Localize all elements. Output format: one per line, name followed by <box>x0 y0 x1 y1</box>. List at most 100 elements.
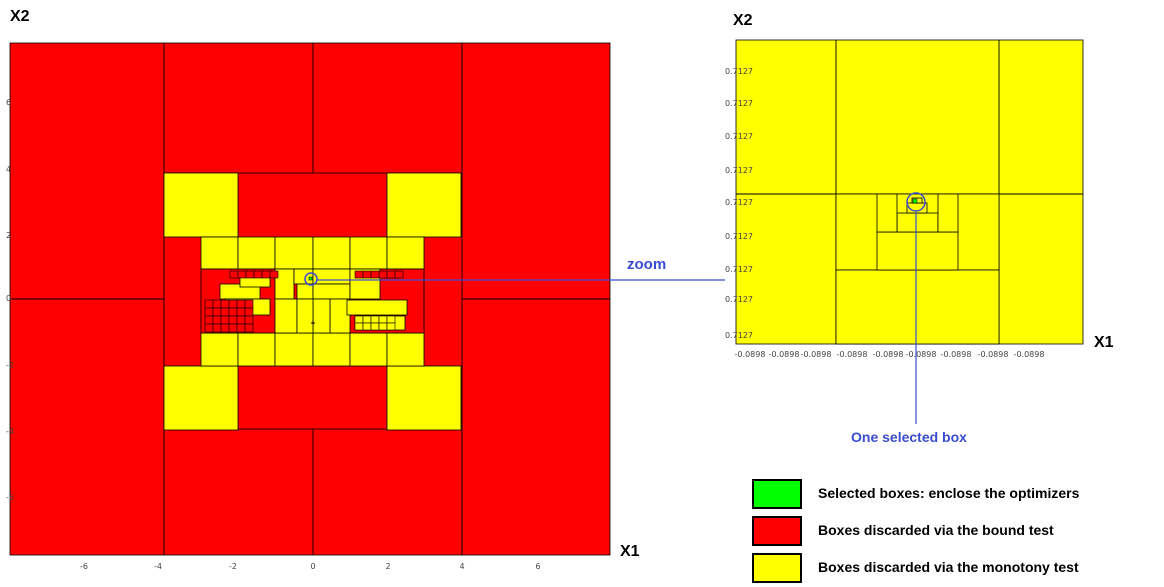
tick-label: 6 <box>6 98 12 107</box>
monotony-box <box>386 322 396 331</box>
bound-box <box>354 270 364 279</box>
tick-label: -0.0898 <box>734 350 766 359</box>
legend-label-monotony: Boxes discarded via the monotony test <box>818 559 1079 575</box>
legend-label-selected: Selected boxes: enclose the optimizers <box>818 485 1080 501</box>
legend-label-bound: Boxes discarded via the bound test <box>818 522 1054 538</box>
monotony-box <box>200 236 239 270</box>
tick-label: 4 <box>459 562 465 571</box>
monotony-box <box>312 298 331 334</box>
bound-box <box>236 307 246 317</box>
bound-box <box>212 299 222 309</box>
bound-box <box>236 299 246 309</box>
monotony-box <box>296 283 314 300</box>
bound-box <box>261 270 271 279</box>
bound-box <box>253 270 263 279</box>
bound-box <box>204 307 214 317</box>
legend-item-selected: Selected boxes: enclose the optimizers <box>752 479 1162 513</box>
bound-box <box>204 315 214 325</box>
tick-label: -0.0898 <box>836 350 868 359</box>
monotony-box <box>237 332 276 367</box>
monotony-box <box>386 315 396 324</box>
bound-box <box>212 307 222 317</box>
bound-box <box>370 270 380 279</box>
monotony-box <box>835 269 1000 345</box>
tick-label: 0.7127 <box>725 295 753 304</box>
tick-label: 0 <box>6 294 12 303</box>
monotony-box <box>378 315 388 324</box>
monotony-box <box>386 365 462 431</box>
legend-item-monotony: Boxes discarded via the monotony test <box>752 553 1162 587</box>
monotony-box <box>937 193 959 233</box>
tick-label: 0.7127 <box>725 99 753 108</box>
tick-label: -0.0898 <box>940 350 972 359</box>
zoom-y-axis-title: X2 <box>733 12 753 29</box>
tick-label: -6 <box>6 493 14 502</box>
zoom-label: zoom <box>627 256 667 273</box>
tick-label: 6 <box>535 562 541 571</box>
bound-box <box>236 315 246 325</box>
monotony-box <box>346 299 408 316</box>
bound-box <box>237 270 247 279</box>
bound-box <box>204 323 214 333</box>
bound-box <box>228 323 238 333</box>
tick-label: 0.7127 <box>725 132 753 141</box>
monotony-box <box>876 193 898 233</box>
bound-box <box>220 299 230 309</box>
tick-label: 2 <box>385 562 391 571</box>
main-x-axis-title: X1 <box>620 543 640 560</box>
bound-box <box>244 315 254 325</box>
monotony-box <box>312 268 351 285</box>
legend-item-bound: Boxes discarded via the bound test <box>752 516 1162 550</box>
monotony-box <box>349 236 388 270</box>
tick-label: -0.0898 <box>872 350 904 359</box>
monotony-box <box>239 276 271 288</box>
bound-box <box>269 270 279 279</box>
main-zoom-circle <box>304 272 318 286</box>
tick-label: 0.7127 <box>725 67 753 76</box>
selected-box <box>308 276 313 281</box>
tick-label: 0.7127 <box>725 232 753 241</box>
bound-box <box>386 270 396 279</box>
tick-label: -0.0898 <box>905 350 937 359</box>
monotony-box <box>293 268 314 285</box>
monotony-box <box>354 322 364 331</box>
legend-swatch-selected <box>752 479 802 509</box>
tick-label: 4 <box>6 165 12 174</box>
bound-box <box>229 270 239 279</box>
bound-box <box>245 270 255 279</box>
monotony-box <box>386 236 425 270</box>
tick-label: -0.0898 <box>768 350 800 359</box>
tick-label: 0.7127 <box>725 166 753 175</box>
selected-box-label: One selected box <box>851 429 967 445</box>
monotony-box <box>237 236 276 270</box>
monotony-box <box>370 315 380 324</box>
tick-label: -0.0898 <box>1013 350 1045 359</box>
monotony-box <box>296 298 314 334</box>
bound-box <box>244 307 254 317</box>
monotony-box <box>876 231 959 271</box>
bound-box <box>228 299 238 309</box>
tick-label: -0.0898 <box>977 350 1009 359</box>
tick-label: 0.7127 <box>725 265 753 274</box>
monotony-box <box>274 236 314 270</box>
tick-label: -2 <box>6 361 14 370</box>
bound-box <box>362 270 372 279</box>
bound-box <box>378 270 388 279</box>
tick-label: -0.0898 <box>800 350 832 359</box>
bound-box <box>244 299 254 309</box>
monotony-box <box>362 322 372 331</box>
tick-label: 0 <box>310 562 316 571</box>
zoom-selected-circle <box>906 192 926 212</box>
tick-label: -2 <box>229 562 237 571</box>
bound-box <box>244 323 254 333</box>
bound-box <box>212 315 222 325</box>
legend-swatch-monotony <box>752 553 802 583</box>
bound-box <box>212 323 222 333</box>
monotony-box <box>386 332 425 367</box>
monotony-box <box>362 315 372 324</box>
main-y-axis-title: X2 <box>10 8 30 25</box>
legend-swatch-bound <box>752 516 802 546</box>
bound-box <box>228 315 238 325</box>
bound-box <box>394 270 404 279</box>
